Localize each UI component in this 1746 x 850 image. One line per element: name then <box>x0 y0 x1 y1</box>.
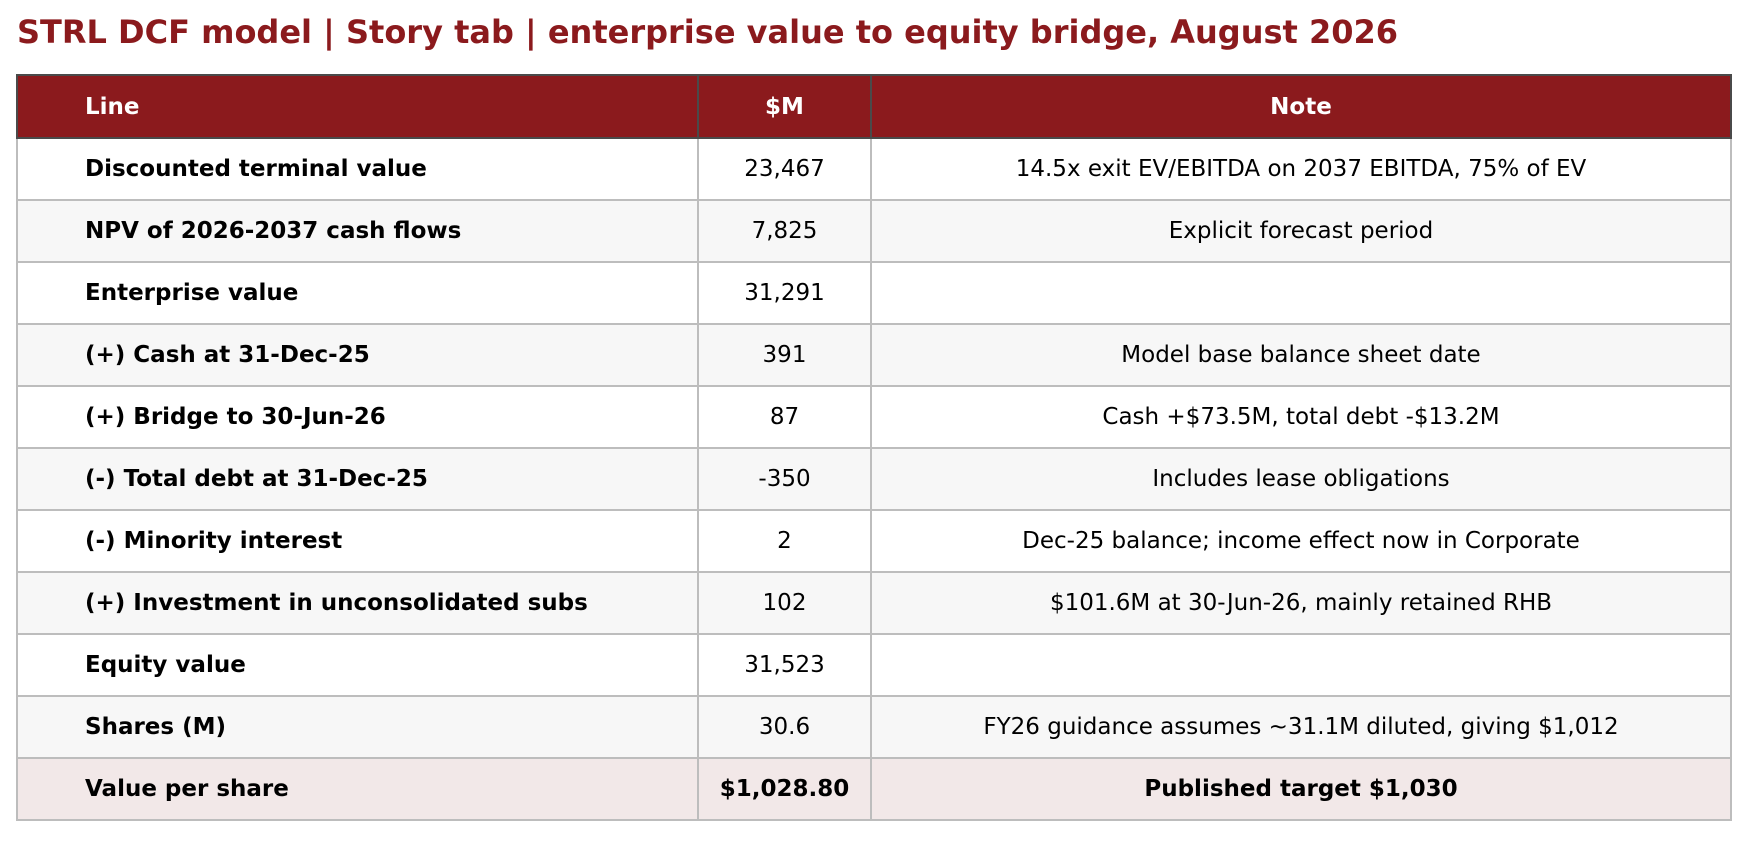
line-cell: NPV of 2026-2037 cash flows <box>16 199 699 263</box>
column-header-line: Line <box>16 74 699 139</box>
table-row: (+) Bridge to 30-Jun-26 87 Cash +$73.5M,… <box>16 385 1732 449</box>
table-header-row: Line $M Note <box>16 74 1732 139</box>
note-cell: Cash +$73.5M, total debt -$13.2M <box>870 385 1732 449</box>
note-cell: Published target $1,030 <box>870 757 1732 821</box>
page-title: STRL DCF model | Story tab | enterprise … <box>17 13 1399 51</box>
value-cell: 30.6 <box>697 695 872 759</box>
table-row: (+) Investment in unconsolidated subs 10… <box>16 571 1732 635</box>
value-cell: 2 <box>697 509 872 573</box>
value-cell: 391 <box>697 323 872 387</box>
table-row: (-) Total debt at 31-Dec-25 -350 Include… <box>16 447 1732 511</box>
line-cell: Enterprise value <box>16 261 699 325</box>
table-row: Discounted terminal value 23,467 14.5x e… <box>16 137 1732 201</box>
table-row: (+) Cash at 31-Dec-25 391 Model base bal… <box>16 323 1732 387</box>
line-cell: Shares (M) <box>16 695 699 759</box>
line-cell: (+) Investment in unconsolidated subs <box>16 571 699 635</box>
value-cell: 7,825 <box>697 199 872 263</box>
value-cell: -350 <box>697 447 872 511</box>
column-header-value: $M <box>697 74 872 139</box>
value-cell: $1,028.80 <box>697 757 872 821</box>
column-header-note: Note <box>870 74 1732 139</box>
line-cell: Equity value <box>16 633 699 697</box>
note-cell: FY26 guidance assumes ~31.1M diluted, gi… <box>870 695 1732 759</box>
line-cell: (-) Total debt at 31-Dec-25 <box>16 447 699 511</box>
value-cell: 102 <box>697 571 872 635</box>
table-row: Enterprise value 31,291 <box>16 261 1732 325</box>
table-row: (-) Minority interest 2 Dec-25 balance; … <box>16 509 1732 573</box>
note-cell: Includes lease obligations <box>870 447 1732 511</box>
table-row: Equity value 31,523 <box>16 633 1732 697</box>
note-cell: Dec-25 balance; income effect now in Cor… <box>870 509 1732 573</box>
note-cell <box>870 261 1732 325</box>
line-cell: (+) Bridge to 30-Jun-26 <box>16 385 699 449</box>
table-total-row: Value per share $1,028.80 Published targ… <box>16 757 1732 821</box>
line-cell: Value per share <box>16 757 699 821</box>
value-cell: 31,523 <box>697 633 872 697</box>
table-row: Shares (M) 30.6 FY26 guidance assumes ~3… <box>16 695 1732 759</box>
note-cell: $101.6M at 30-Jun-26, mainly retained RH… <box>870 571 1732 635</box>
table-row: NPV of 2026-2037 cash flows 7,825 Explic… <box>16 199 1732 263</box>
note-cell: 14.5x exit EV/EBITDA on 2037 EBITDA, 75%… <box>870 137 1732 201</box>
note-cell: Explicit forecast period <box>870 199 1732 263</box>
ev-equity-bridge-table: Line $M Note Discounted terminal value 2… <box>16 74 1732 821</box>
line-cell: (+) Cash at 31-Dec-25 <box>16 323 699 387</box>
note-cell: Model base balance sheet date <box>870 323 1732 387</box>
line-cell: (-) Minority interest <box>16 509 699 573</box>
value-cell: 87 <box>697 385 872 449</box>
note-cell <box>870 633 1732 697</box>
value-cell: 31,291 <box>697 261 872 325</box>
value-cell: 23,467 <box>697 137 872 201</box>
line-cell: Discounted terminal value <box>16 137 699 201</box>
